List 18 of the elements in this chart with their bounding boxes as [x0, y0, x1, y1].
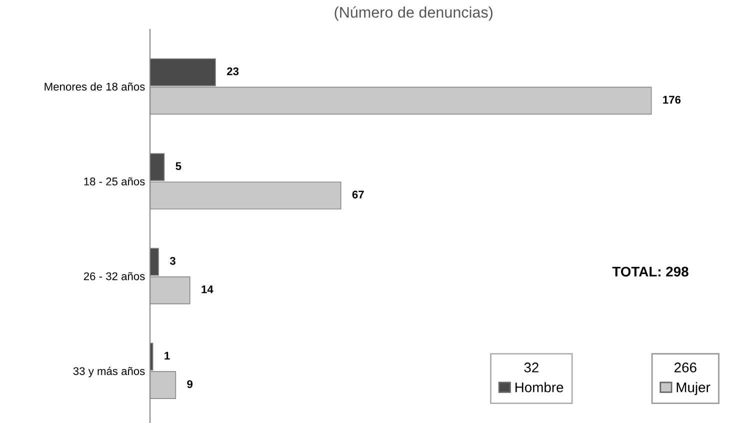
text: 266	[674, 362, 696, 372]
annotation: 32	[524, 362, 538, 372]
y-tick-label: 18 - 25 años	[84, 177, 145, 186]
y-tick-label: Menores de 18 años	[44, 82, 145, 91]
data-label: 1	[164, 352, 170, 360]
annotation: TOTAL: 298	[612, 266, 688, 277]
data-label: 23	[227, 67, 239, 76]
data-label: 176	[663, 96, 681, 104]
chart-subtitle: (Número de denuncias)	[334, 6, 492, 21]
legend-label: Hombre	[516, 382, 564, 392]
legend-label: Mujer	[676, 382, 710, 396]
y-tick-label: 26 - 32 años	[84, 272, 145, 280]
data-label: 3	[170, 256, 176, 265]
data-label: 9	[187, 380, 193, 388]
data-label: 14	[202, 286, 214, 294]
y-tick-label: 33 y más años	[73, 366, 145, 378]
data-label: 67	[352, 190, 364, 198]
data-label: 5	[176, 162, 182, 170]
